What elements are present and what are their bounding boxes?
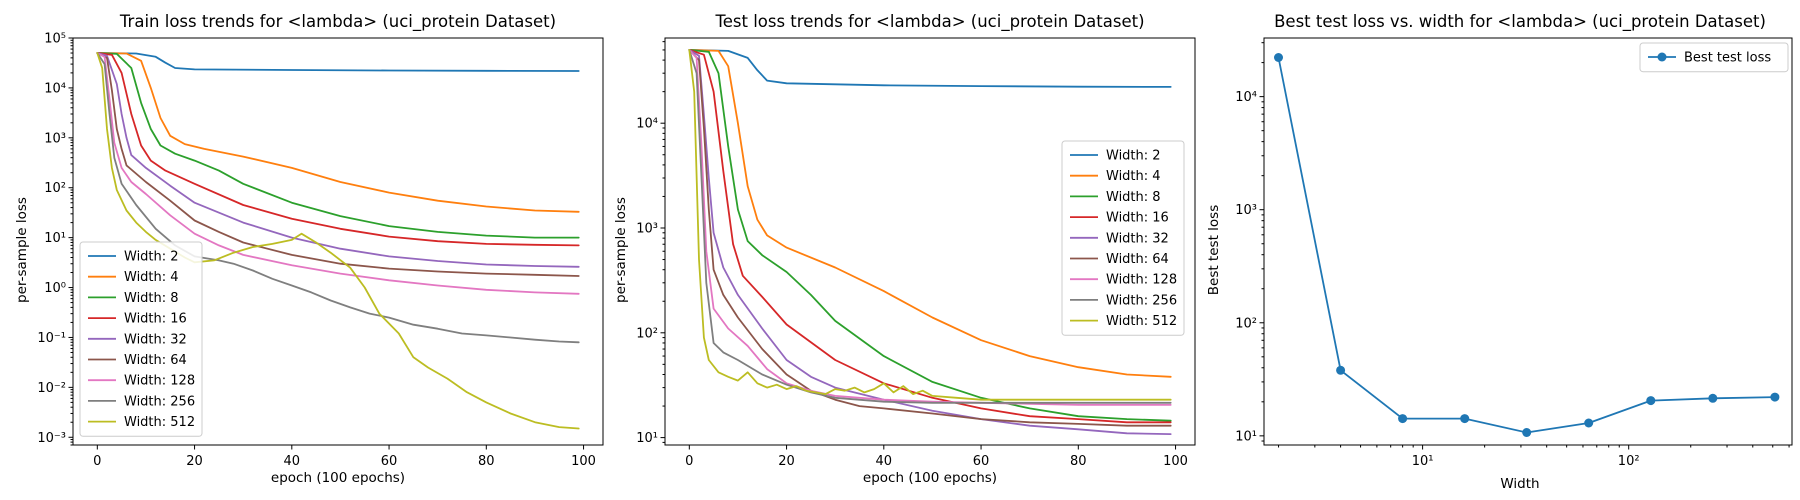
- train-legend-label: Width: 256: [124, 394, 195, 409]
- test-y-tick-label: 10²: [636, 326, 658, 341]
- best-y-tick-label: 10²: [1235, 316, 1257, 331]
- train-series-width-16: [96, 52, 580, 247]
- best-loss-ylabel: Best test loss: [1206, 205, 1222, 295]
- test-series-width-512: [688, 49, 1172, 401]
- best-point-7: [1708, 393, 1718, 403]
- best-point-2: [1398, 414, 1408, 424]
- train-legend-label: Width: 512: [124, 415, 195, 430]
- test-x-tick-label: 100: [1163, 454, 1188, 469]
- best-point-8: [1770, 392, 1780, 402]
- train-series-width-128: [96, 52, 580, 295]
- train-series-width-64: [96, 52, 580, 277]
- test-x-tick-label: 20: [778, 454, 795, 469]
- train-y-tick-label: 10¹: [44, 231, 66, 246]
- best-point-4: [1522, 428, 1532, 437]
- test-series-width-16: [688, 49, 1172, 424]
- train-y-tick-label: 10⁻²: [37, 381, 66, 396]
- train-y-tick-label: 10⁻¹: [37, 331, 66, 346]
- train-legend: Width: 2 Width: 4 Width: 8 Width: 16 Width: …: [79, 241, 203, 437]
- train-legend-label: Width: 8: [124, 291, 179, 306]
- best-legend-box: [1639, 42, 1789, 73]
- train-y-tick-label: 10⁵: [44, 32, 66, 47]
- best-point-0: [1274, 53, 1283, 62]
- train-y-tick-label: 10²: [44, 181, 66, 196]
- train-y-tick-label: 10⁻³: [37, 431, 66, 446]
- train-legend-label: Width: 32: [124, 332, 187, 347]
- test-y-tick-label: 10¹: [636, 431, 658, 446]
- best-series-best-test-loss: [1277, 56, 1776, 434]
- train-x-tick-label: 100: [571, 454, 596, 469]
- train-legend-label: Width: 128: [124, 374, 195, 389]
- train-series-width-256: [96, 52, 580, 344]
- train-series-width-32: [96, 52, 580, 268]
- test-series-width-8: [688, 49, 1172, 422]
- train-legend-label: Width: 2: [124, 250, 179, 265]
- train-y-tick-label: 10⁴: [44, 81, 66, 96]
- best-plot-frame: [1263, 37, 1793, 446]
- test-x-tick-label: 60: [973, 454, 990, 469]
- test-series-width-2: [688, 49, 1172, 88]
- best-point-6: [1646, 396, 1656, 406]
- best-legend: Best test loss: [1639, 42, 1789, 73]
- test-series-width-256: [688, 49, 1172, 404]
- train-series-width-4: [96, 52, 580, 213]
- train-plot-frame: [72, 37, 604, 446]
- test-legend-label: Width: 256: [1106, 293, 1177, 308]
- best-legend-label: Best test loss: [1684, 51, 1771, 66]
- test-legend-label: Width: 16: [1106, 211, 1169, 226]
- test-legend-label: Width: 2: [1106, 149, 1161, 164]
- test-legend-label: Width: 32: [1106, 231, 1169, 246]
- train-legend-box: [79, 241, 203, 437]
- test-legend: Width: 2 Width: 4 Width: 8 Width: 16 Width: …: [1061, 140, 1185, 336]
- best-y-tick-label: 10¹: [1235, 429, 1257, 444]
- train-x-tick-label: 40: [284, 454, 301, 469]
- test-legend-label: Width: 64: [1106, 252, 1169, 267]
- test-y-tick-label: 10³: [636, 221, 658, 236]
- test-legend-label: Width: 8: [1106, 190, 1161, 205]
- test-loss-panel: Test loss trends for <lambda> (uci_prote…: [613, 12, 1196, 486]
- train-loss-title: Train loss trends for <lambda> (uci_prot…: [119, 12, 556, 32]
- best-legend-marker: [1657, 52, 1667, 62]
- best-loss-xlabel: Width: [1500, 476, 1539, 492]
- test-legend-label: Width: 128: [1106, 273, 1177, 288]
- test-x-tick-label: 0: [685, 454, 693, 469]
- train-legend-label: Width: 64: [124, 353, 187, 368]
- best-y-tick-label: 10⁴: [1235, 90, 1257, 105]
- test-x-tick-label: 40: [876, 454, 893, 469]
- test-legend-box: [1061, 140, 1185, 336]
- test-loss-xlabel: epoch (100 epochs): [863, 470, 997, 486]
- best-point-1: [1336, 365, 1346, 375]
- train-x-tick-label: 80: [478, 454, 495, 469]
- best-x-tick-label: 10²: [1618, 454, 1640, 469]
- train-loss-panel: Train loss trends for <lambda> (uci_prot…: [14, 12, 604, 486]
- best-point-5: [1584, 418, 1594, 428]
- best-loss-panel: Best test loss vs. width for <lambda> (u…: [1206, 12, 1793, 492]
- train-legend-label: Width: 16: [124, 312, 187, 327]
- test-series-width-32: [688, 49, 1172, 435]
- train-series-width-512: [96, 52, 580, 430]
- train-loss-ylabel: per-sample loss: [14, 197, 30, 303]
- train-series-width-8: [96, 52, 580, 239]
- train-x-tick-label: 0: [93, 454, 101, 469]
- best-y-tick-label: 10³: [1235, 203, 1257, 218]
- train-y-tick-label: 10⁰: [44, 281, 66, 296]
- train-legend-label: Width: 4: [124, 270, 179, 285]
- best-x-tick-label: 10¹: [1412, 454, 1434, 469]
- test-loss-ylabel: per-sample loss: [613, 197, 629, 303]
- train-loss-xlabel: epoch (100 epochs): [271, 470, 405, 486]
- test-x-tick-label: 80: [1070, 454, 1087, 469]
- test-plot-frame: [664, 37, 1196, 446]
- best-point-3: [1460, 414, 1470, 424]
- best-loss-title: Best test loss vs. width for <lambda> (u…: [1274, 12, 1766, 32]
- test-legend-label: Width: 512: [1106, 314, 1177, 329]
- train-x-tick-label: 20: [186, 454, 203, 469]
- train-series-width-2: [96, 52, 580, 72]
- test-loss-title: Test loss trends for <lambda> (uci_prote…: [714, 12, 1144, 32]
- train-x-tick-label: 60: [381, 454, 398, 469]
- test-legend-label: Width: 4: [1106, 169, 1161, 184]
- test-series-width-4: [688, 49, 1172, 378]
- train-y-tick-label: 10³: [44, 131, 66, 146]
- test-y-tick-label: 10⁴: [636, 117, 658, 132]
